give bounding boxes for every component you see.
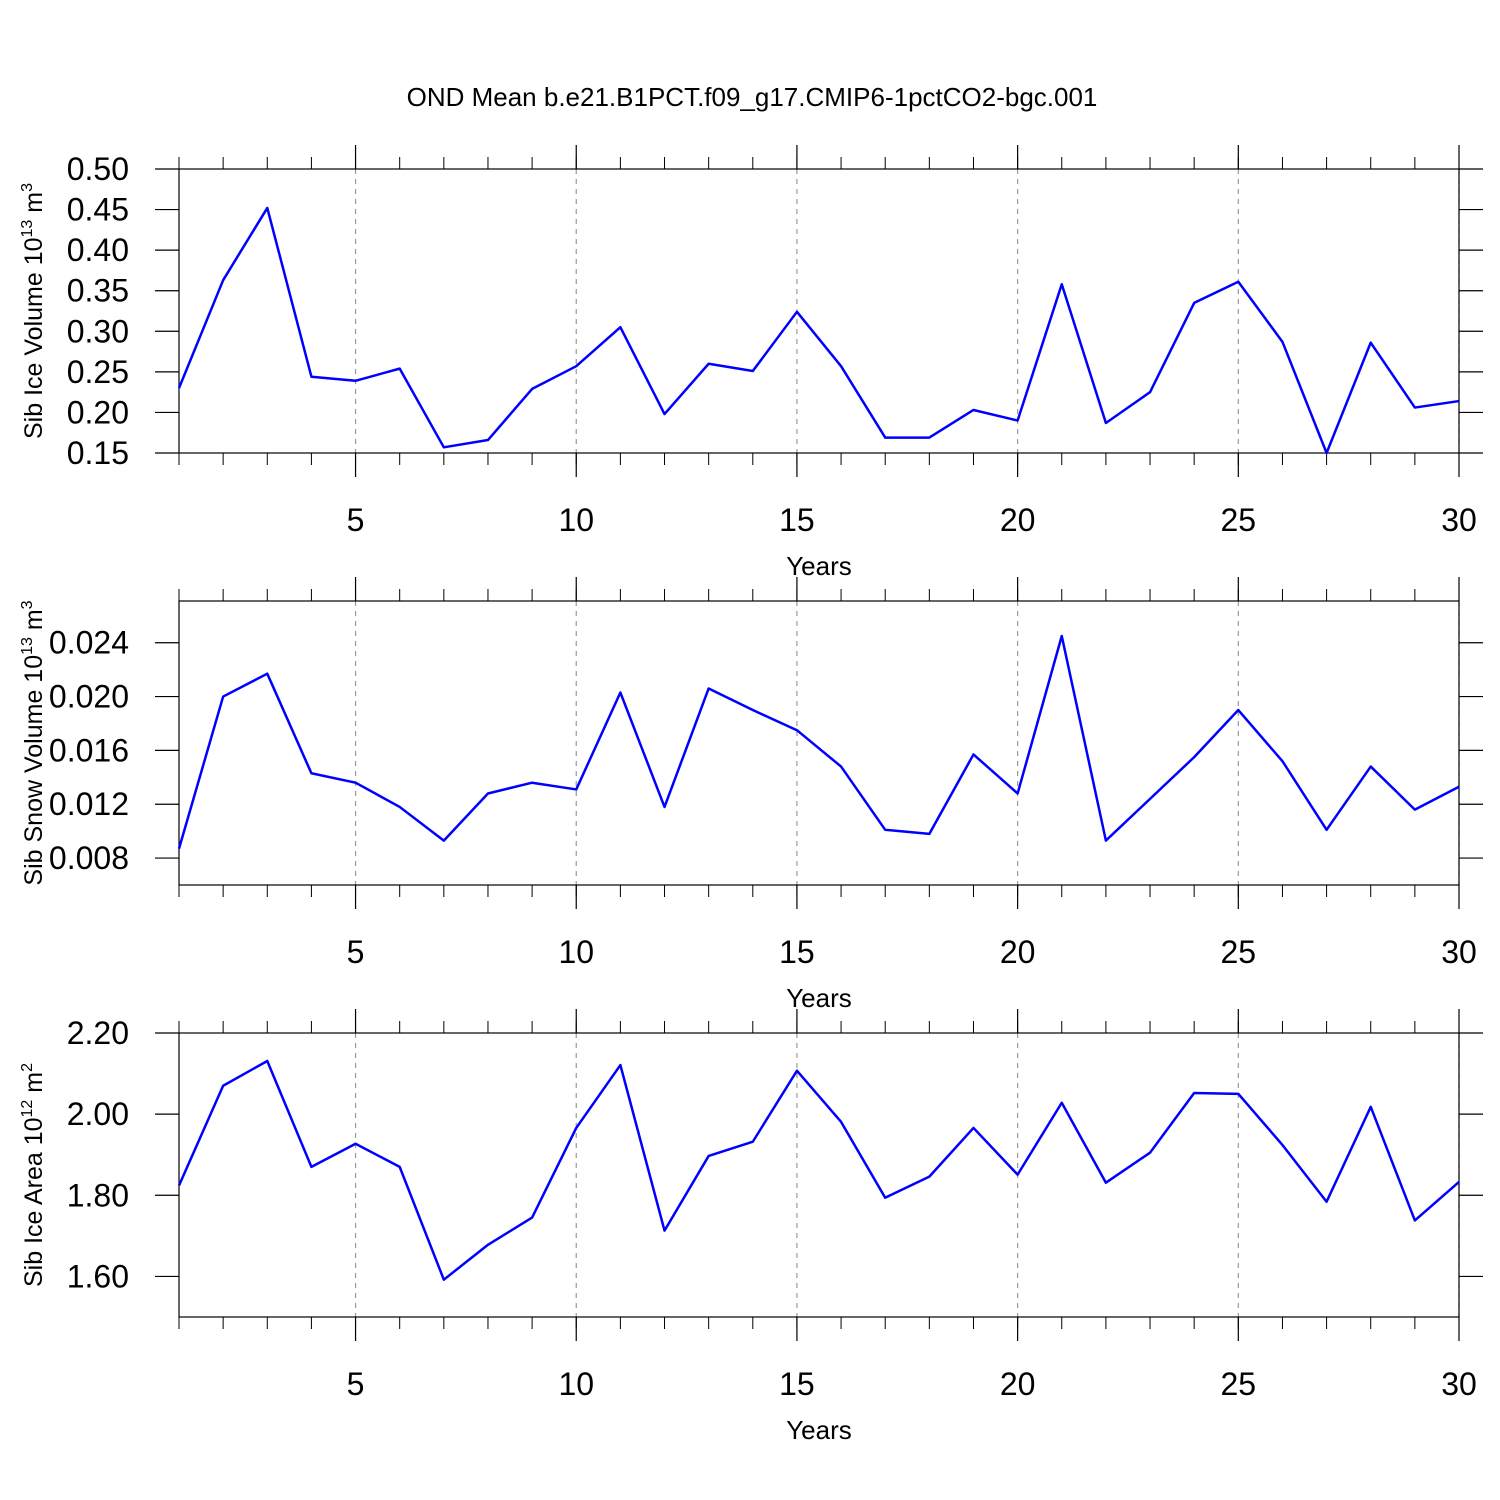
x-tick-label: 5 [347,934,365,970]
x-tick-label: 20 [1000,1366,1036,1402]
y-tick-label: 0.012 [49,786,129,822]
y-axis-label-part: Sib Snow Volume 10 [20,655,48,886]
y-tick-label: 0.024 [49,625,129,661]
x-tick-label: 10 [558,934,594,970]
y-tick-label: 0.25 [67,354,129,390]
y-tick-label: 0.35 [67,273,129,309]
x-tick-label: 20 [1000,934,1036,970]
y-tick-label: 0.008 [49,840,129,876]
y-axis-label-part: m [20,1072,48,1100]
x-tick-label: 25 [1221,934,1257,970]
y-axis-label-part: Sib Ice Volume 10 [20,237,48,439]
x-axis-label: Years [786,983,852,1013]
y-axis-label-part: Sib Ice Area 10 [20,1117,48,1287]
y-axis-label: Sib Ice Area 1012 m2 [19,1063,48,1287]
y-axis-label-superscript: 12 [19,1100,36,1118]
plot-frame [178,168,1460,454]
y-tick-label: 0.016 [49,732,129,768]
y-tick-label: 0.20 [67,394,129,430]
data-line [177,206,1460,455]
y-tick-label: 2.20 [67,1015,129,1051]
y-axis-label-superscript: 3 [19,183,36,192]
y-axis-label-superscript: 13 [19,637,36,655]
plot-frame [178,600,1460,886]
y-axis-label-superscript: 3 [19,600,36,609]
x-tick-label: 10 [558,502,594,538]
x-tick-label: 15 [779,934,815,970]
x-tick-label: 25 [1221,1366,1257,1402]
x-tick-label: 20 [1000,502,1036,538]
plot-frame [178,1032,1460,1318]
x-tick-label: 30 [1441,934,1477,970]
y-axis-label: Sib Snow Volume 1013 m3 [19,600,48,885]
x-tick-label: 15 [779,1366,815,1402]
figure-title: OND Mean b.e21.B1PCT.f09_g17.CMIP6-1pctC… [407,82,1098,112]
y-axis-label: Sib Ice Volume 1013 m3 [19,183,48,439]
x-tick-label: 15 [779,502,815,538]
y-axis-label-part: m [20,192,48,220]
x-axis-label: Years [786,551,852,581]
y-tick-label: 0.45 [67,192,129,228]
x-tick-label: 10 [558,1366,594,1402]
y-tick-label: 0.020 [49,679,129,715]
x-tick-label: 25 [1221,502,1257,538]
data-line [177,634,1460,850]
y-tick-label: 0.40 [67,232,129,268]
y-axis-label-superscript: 2 [19,1063,36,1072]
x-axis-label: Years [786,1415,852,1445]
data-line [177,1059,1460,1281]
y-tick-label: 0.30 [67,313,129,349]
y-tick-label: 2.00 [67,1096,129,1132]
y-tick-label: 1.60 [67,1258,129,1294]
y-axis-label-superscript: 13 [19,220,36,238]
x-tick-label: 30 [1441,502,1477,538]
x-tick-label: 30 [1441,1366,1477,1402]
y-tick-label: 0.50 [67,151,129,187]
y-tick-label: 1.80 [67,1177,129,1213]
x-tick-label: 5 [347,1366,365,1402]
x-tick-label: 5 [347,502,365,538]
y-axis-label-part: m [20,609,48,637]
y-tick-label: 0.15 [67,435,129,471]
